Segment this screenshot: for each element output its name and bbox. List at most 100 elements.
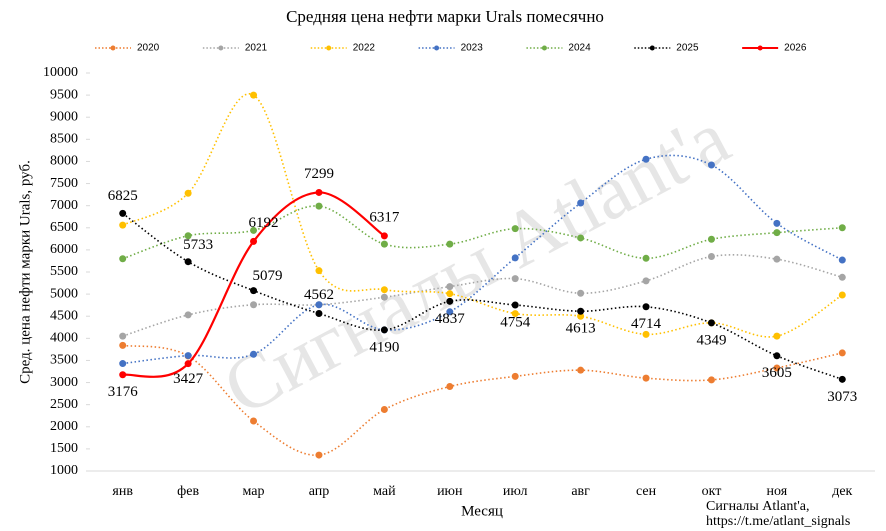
y-tick-label: 6500 [50, 220, 78, 235]
data-label: 4190 [369, 339, 399, 355]
legend-label: 2021 [245, 43, 268, 54]
data-label: 4754 [500, 314, 531, 330]
y-tick-label: 4000 [50, 331, 78, 346]
x-tick-label: окт [702, 484, 722, 499]
legend-label: 2024 [568, 43, 591, 54]
data-point [250, 417, 258, 425]
y-tick-label: 9000 [50, 109, 78, 124]
y-tick-label: 5500 [50, 264, 78, 279]
data-point [773, 255, 781, 263]
data-label: 3605 [762, 365, 792, 381]
data-point [380, 232, 388, 240]
legend-label: 2020 [137, 43, 160, 54]
y-tick-label: 4500 [50, 308, 78, 323]
data-point [315, 202, 323, 210]
data-point [642, 254, 650, 262]
y-tick-label: 9500 [50, 87, 78, 102]
data-label: 5079 [253, 268, 283, 284]
data-point [184, 311, 192, 319]
data-point [446, 290, 454, 298]
data-label: 4613 [566, 321, 596, 337]
data-point [838, 375, 846, 383]
data-label: 6192 [249, 215, 279, 231]
data-point [577, 289, 585, 297]
x-tick-label: май [373, 484, 396, 499]
data-point [380, 286, 388, 294]
data-point [380, 293, 388, 301]
data-point [184, 360, 192, 368]
data-label: 3427 [173, 371, 204, 387]
y-tick-label: 5000 [50, 286, 78, 301]
series-line [122, 254, 843, 337]
y-tick-label: 3000 [50, 375, 78, 390]
data-label: 7299 [304, 166, 334, 182]
data-point [315, 301, 323, 309]
y-tick-label: 7000 [50, 198, 78, 213]
data-point [315, 267, 323, 275]
x-tick-label: июн [437, 484, 463, 499]
legend-label: 2023 [461, 43, 484, 54]
data-point [773, 364, 781, 372]
series-line [122, 212, 843, 381]
data-point [838, 291, 846, 299]
data-point [773, 352, 781, 360]
data-point [642, 374, 650, 382]
data-label: 3073 [827, 389, 857, 405]
data-point [511, 254, 519, 262]
data-point [577, 366, 585, 374]
y-tick-label: 6000 [50, 242, 78, 257]
y-tick-label: 7500 [50, 176, 78, 191]
chart-title: Средняя цена нефти марки Urals помесячно [286, 7, 604, 26]
x-tick-label: мар [243, 484, 265, 499]
data-point [577, 199, 585, 207]
data-point [642, 330, 650, 338]
data-point [642, 155, 650, 163]
data-point [577, 307, 585, 315]
data-point [642, 303, 650, 311]
data-point [250, 237, 258, 245]
x-tick-label: июл [503, 484, 528, 499]
y-tick-label: 10000 [43, 65, 78, 80]
data-point [446, 283, 454, 291]
data-point [511, 225, 519, 233]
data-point [446, 308, 454, 316]
legend-marker [541, 45, 547, 51]
y-tick-label: 1000 [50, 463, 78, 478]
y-tick-label: 2500 [50, 397, 78, 412]
data-point [250, 287, 258, 295]
legend-label: 2025 [676, 43, 699, 54]
data-point [511, 275, 519, 283]
data-point [184, 232, 192, 240]
data-point [315, 309, 323, 317]
y-axis-label: Сред. цена нефти марки Urals, руб. [17, 160, 33, 384]
data-point [446, 383, 454, 391]
data-point [315, 451, 323, 459]
x-tick-label: фев [177, 484, 199, 499]
data-point [577, 312, 585, 320]
data-point [511, 301, 519, 309]
data-point [707, 161, 715, 169]
data-point [773, 219, 781, 227]
legend-label: 2022 [353, 43, 376, 54]
legend-label: 2026 [784, 43, 807, 54]
x-tick-label: авг [571, 484, 590, 499]
data-point [577, 234, 585, 242]
y-tick-label: 2000 [50, 419, 78, 434]
series-line [122, 154, 843, 365]
data-point [119, 221, 127, 229]
data-label: 4837 [435, 311, 466, 327]
legend-marker [326, 45, 332, 51]
data-point [707, 253, 715, 261]
y-tick-label: 1500 [50, 441, 78, 456]
data-point [380, 326, 388, 334]
y-tick-label: 8500 [50, 132, 78, 147]
legend-marker [757, 45, 763, 51]
data-point [184, 352, 192, 360]
data-point [119, 341, 127, 349]
data-point [511, 372, 519, 380]
data-point [773, 229, 781, 237]
x-tick-label: сен [636, 484, 657, 499]
data-point [119, 371, 127, 379]
annotation: https://t.me/atlant_signals [706, 514, 850, 529]
